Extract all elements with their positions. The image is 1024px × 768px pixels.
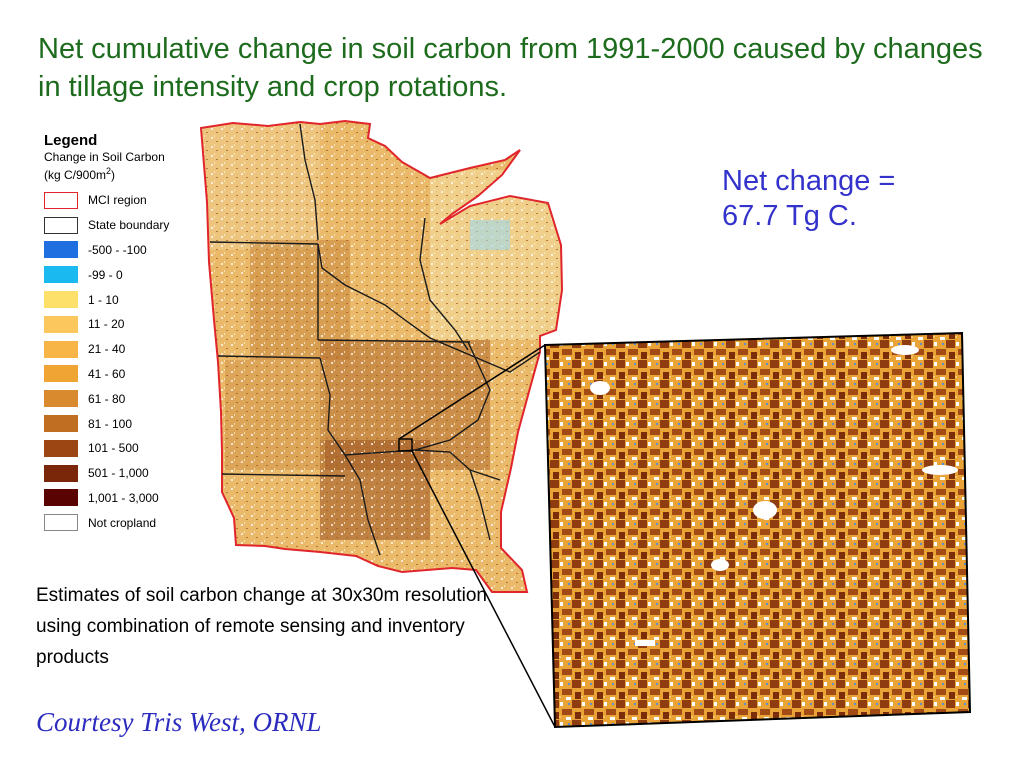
legend-swatch xyxy=(44,514,78,532)
legend-item: 61 - 80 xyxy=(44,386,219,411)
net-change-line2: 67.7 Tg C. xyxy=(722,200,857,232)
legend-label: 1 - 10 xyxy=(88,292,119,307)
legend-items: MCI region State boundary -500 - -100 -99 -… xyxy=(44,188,219,535)
legend-label: MCI region xyxy=(88,193,147,208)
inset-detail-map xyxy=(543,331,972,729)
legend-title: Legend xyxy=(44,132,98,149)
slide-title: Net cumulative change in soil carbon fro… xyxy=(38,33,983,103)
legend-swatch xyxy=(44,439,78,457)
legend-item: 1 - 10 xyxy=(44,287,219,312)
legend-swatch xyxy=(44,216,78,234)
legend-subtitle: Change in Soil Carbon xyxy=(44,150,165,164)
legend-item: 81 - 100 xyxy=(44,411,219,436)
map-legend: Legend Change in Soil Carbon (kg C/900m2… xyxy=(44,132,219,535)
legend-swatch xyxy=(44,315,78,333)
legend-item: -99 - 0 xyxy=(44,262,219,287)
legend-label: Not cropland xyxy=(88,515,157,530)
legend-item: MCI region xyxy=(44,188,219,213)
legend-item: Not cropland xyxy=(44,510,219,535)
net-change-line1: Net change = xyxy=(722,165,896,197)
legend-label: 1,001 - 3,000 xyxy=(88,490,159,505)
legend-swatch xyxy=(44,266,78,284)
legend-swatch xyxy=(44,489,78,507)
legend-swatch xyxy=(44,415,78,433)
credit-text: Courtesy Tris West, ORNL xyxy=(36,707,322,737)
legend-swatch xyxy=(44,191,78,209)
legend-item: 501 - 1,000 xyxy=(44,461,219,486)
legend-label: -500 - -100 xyxy=(88,242,147,257)
legend-swatch xyxy=(44,241,78,259)
caption: Estimates of soil carbon change at 30x30… xyxy=(36,585,487,668)
legend-item: 101 - 500 xyxy=(44,436,219,461)
legend-item: 41 - 60 xyxy=(44,362,219,387)
legend-label: 11 - 20 xyxy=(88,317,125,332)
legend-label: State boundary xyxy=(88,218,170,233)
legend-label: 61 - 80 xyxy=(88,391,126,406)
legend-item: 1,001 - 3,000 xyxy=(44,486,219,511)
net-change-text: Net change = 67.7 Tg C. xyxy=(722,164,895,234)
legend-swatch xyxy=(44,291,78,309)
legend-item: -500 - -100 xyxy=(44,238,219,263)
state-boundaries xyxy=(209,123,541,556)
legend-label: 21 - 40 xyxy=(88,342,126,357)
legend-swatch xyxy=(44,365,78,383)
legend-item: 21 - 40 xyxy=(44,337,219,362)
legend-swatch xyxy=(44,390,78,408)
region-map xyxy=(201,121,562,592)
legend-swatch xyxy=(44,340,78,358)
legend-label: 501 - 1,000 xyxy=(88,466,149,481)
inset-locator-box xyxy=(398,438,413,452)
legend-units: (kg C/900m2) xyxy=(44,166,116,182)
legend-label: 101 - 500 xyxy=(88,441,139,456)
mci-region-outline xyxy=(199,119,564,593)
legend-item: 11 - 20 xyxy=(44,312,219,337)
legend-label: -99 - 0 xyxy=(88,267,123,282)
legend-label: 81 - 100 xyxy=(88,416,133,431)
legend-label: 41 - 60 xyxy=(88,366,126,381)
legend-item: State boundary xyxy=(44,213,219,238)
legend-swatch xyxy=(44,464,78,482)
